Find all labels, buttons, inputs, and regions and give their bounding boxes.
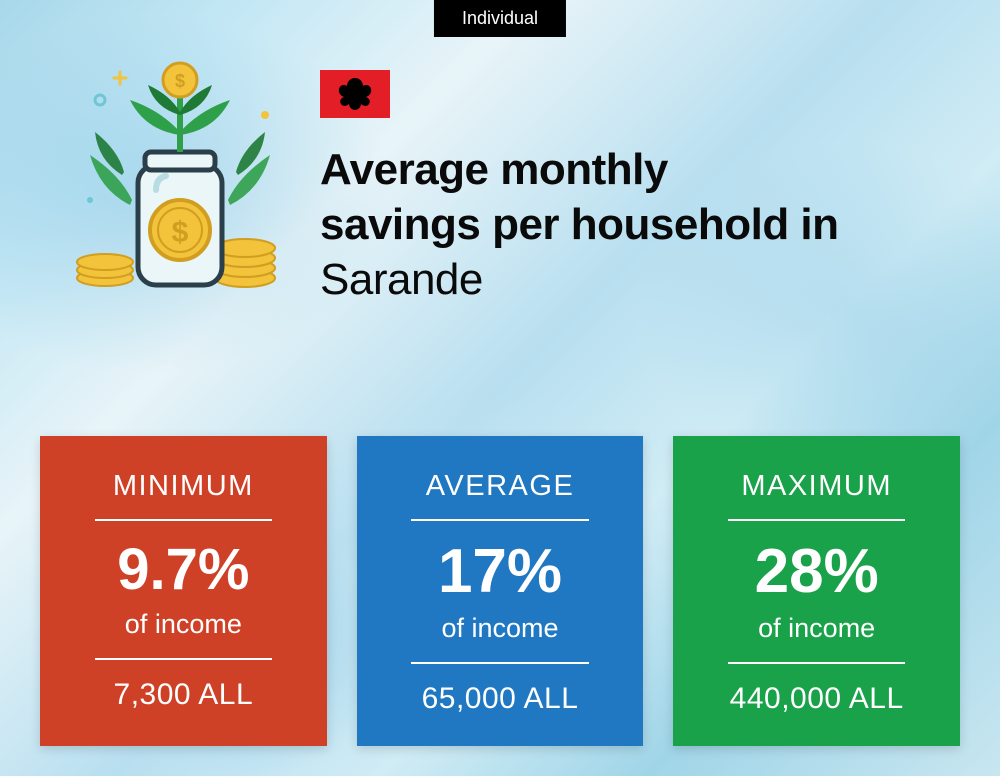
title-line2: savings per household in [320,200,839,249]
savings-illustration: $ $ [60,60,290,300]
card-label: MINIMUM [60,470,307,503]
card-label: MAXIMUM [693,470,940,503]
title-area: Average monthly savings per household in… [320,60,960,307]
country-flag [320,70,390,118]
divider [411,662,589,664]
svg-text:$: $ [175,71,185,91]
card-label: AVERAGE [377,470,624,503]
divider [728,519,906,521]
divider [411,519,589,521]
title-line1: Average monthly [320,145,668,194]
card-subtext: of income [60,609,307,640]
category-tab: Individual [434,0,566,37]
card-amount: 65,000 ALL [377,682,624,716]
card-amount: 440,000 ALL [693,682,940,716]
albania-flag-icon [320,70,390,118]
card-percent: 17% [377,541,624,603]
card-subtext: of income [377,613,624,644]
card-percent: 28% [693,541,940,603]
category-tab-label: Individual [462,8,538,28]
svg-text:$: $ [172,216,189,249]
page-title: Average monthly savings per household in… [320,142,960,307]
card-amount: 7,300 ALL [60,678,307,712]
divider [728,662,906,664]
header: $ $ [60,60,960,307]
stat-cards: MINIMUM 9.7% of income 7,300 ALL AVERAGE… [40,436,960,746]
stat-card-minimum: MINIMUM 9.7% of income 7,300 ALL [40,436,327,746]
card-subtext: of income [693,613,940,644]
divider [95,519,273,521]
title-location: Sarande [320,255,483,304]
stat-card-maximum: MAXIMUM 28% of income 440,000 ALL [673,436,960,746]
stat-card-average: AVERAGE 17% of income 65,000 ALL [357,436,644,746]
card-percent: 9.7% [60,541,307,599]
savings-jar-icon: $ $ [60,60,290,300]
divider [95,658,273,660]
